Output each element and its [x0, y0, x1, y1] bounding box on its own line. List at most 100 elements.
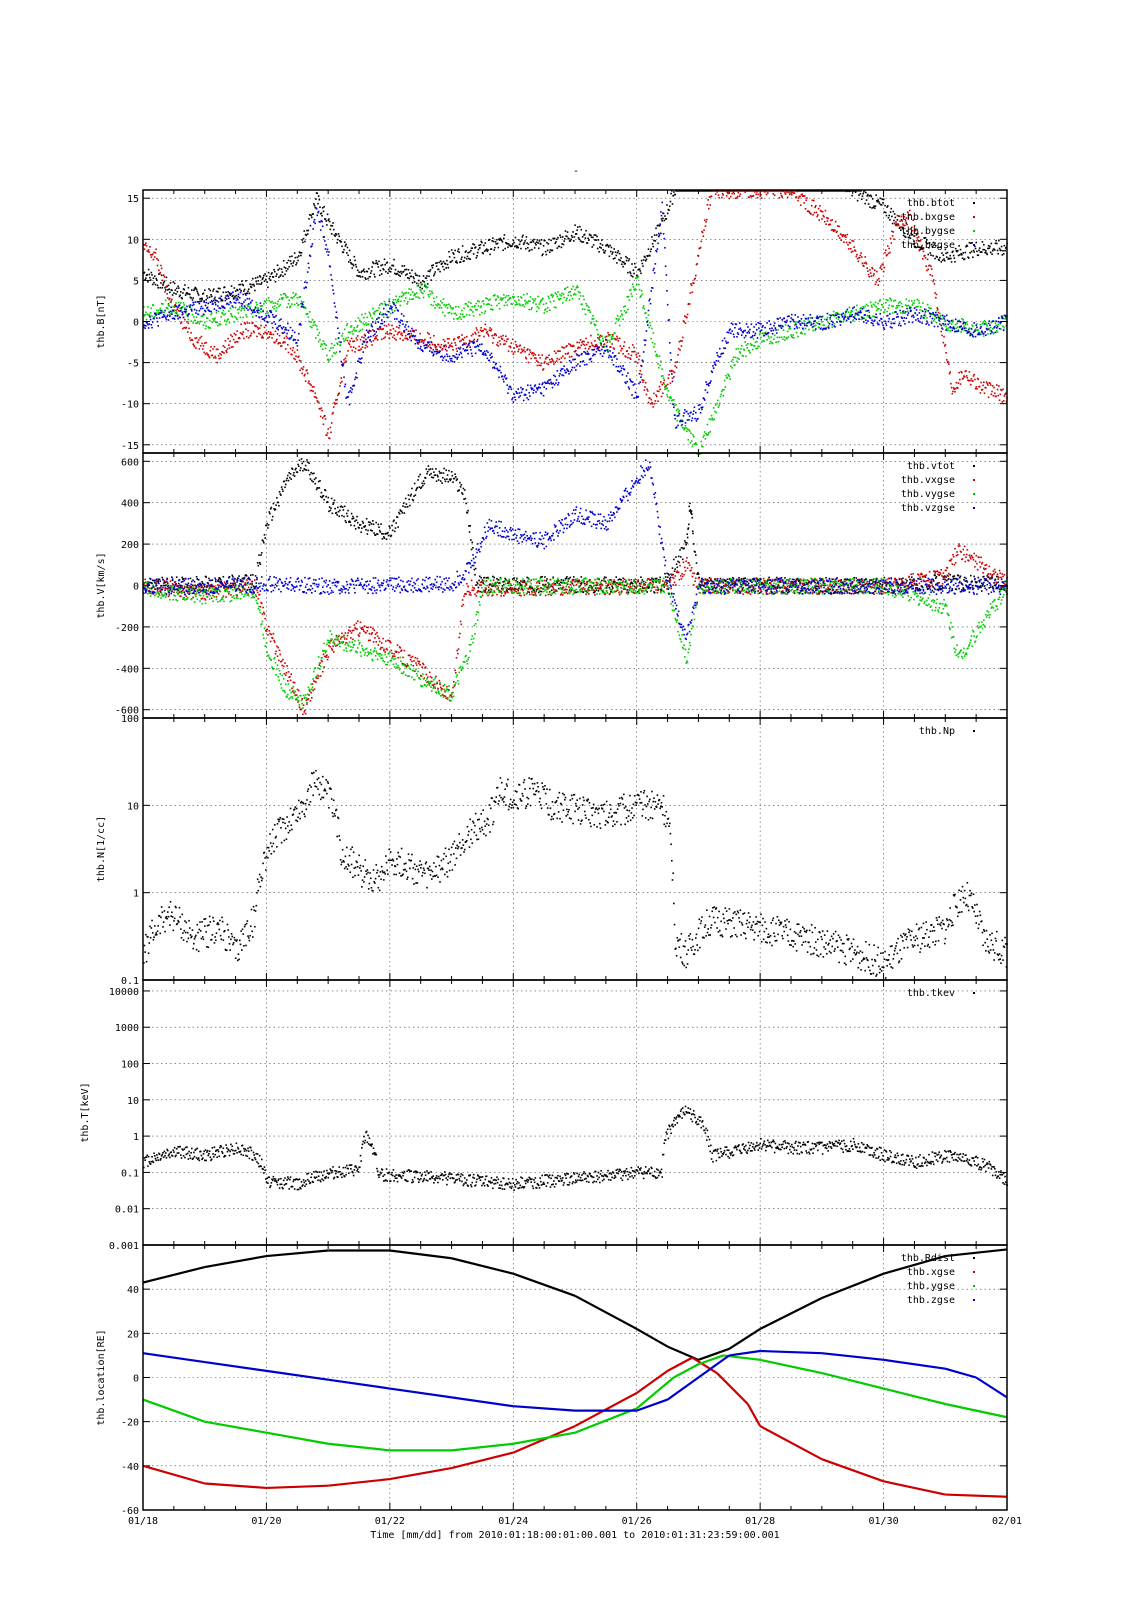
data-point: [888, 214, 890, 217]
data-point: [946, 251, 949, 254]
data-point: [535, 303, 537, 305]
data-point: [307, 229, 310, 232]
data-point: [858, 311, 861, 314]
data-point: [194, 301, 197, 303]
data-point: [285, 296, 288, 299]
data-point: [599, 349, 601, 352]
data-point: [468, 314, 471, 316]
data-point: [215, 348, 218, 351]
data-point: [852, 316, 855, 318]
data-point: [882, 270, 885, 273]
data-point: [466, 345, 469, 348]
data-point: [536, 388, 539, 391]
data-point: [749, 342, 752, 345]
data-point: [692, 282, 695, 285]
data-point: [182, 302, 185, 304]
data-point: [232, 338, 235, 341]
data-point: [756, 337, 759, 339]
data-point: [243, 288, 246, 291]
data-point: [408, 277, 410, 280]
data-point: [204, 304, 207, 307]
data-point: [433, 334, 435, 337]
data-point: [895, 224, 898, 227]
data-point: [590, 357, 592, 360]
data-point: [276, 338, 278, 341]
data-point: [376, 327, 379, 330]
data-point: [582, 343, 585, 346]
data-point: [646, 388, 648, 391]
data-point: [182, 316, 185, 319]
data-point: [904, 224, 906, 227]
data-point: [625, 355, 627, 358]
data-point: [607, 246, 610, 248]
data-point: [853, 306, 855, 308]
data-point: [867, 316, 870, 318]
data-point: [169, 315, 171, 318]
data-point: [673, 371, 676, 374]
data-point: [311, 318, 314, 321]
data-point: [517, 246, 519, 249]
data-point: [756, 196, 759, 199]
data-point: [535, 391, 537, 393]
data-point: [417, 341, 420, 344]
data-point: [216, 321, 218, 324]
data-point: [202, 292, 205, 295]
data-point: [1003, 395, 1006, 397]
data-point: [736, 195, 739, 198]
data-point: [753, 345, 756, 347]
data-point: [244, 306, 247, 309]
data-point: [924, 237, 927, 239]
data-point: [427, 345, 430, 347]
data-point: [503, 343, 505, 346]
data-point: [564, 287, 567, 290]
data-point: [626, 295, 629, 298]
data-point: [604, 336, 607, 338]
data-point: [616, 337, 619, 340]
data-point: [597, 333, 600, 336]
data-point: [531, 387, 534, 390]
data-point: [662, 392, 664, 395]
data-point: [799, 204, 802, 207]
data-point: [626, 257, 629, 259]
data-point: [618, 324, 621, 327]
data-point: [843, 316, 846, 319]
data-point: [952, 250, 954, 253]
data-point: [713, 361, 716, 364]
data-point: [149, 311, 152, 314]
data-point: [461, 338, 464, 340]
data-point: [872, 206, 875, 209]
data-point: [849, 321, 852, 324]
data-point: [206, 317, 209, 319]
data-point: [568, 238, 570, 240]
data-point: [411, 291, 414, 293]
data-point: [661, 383, 663, 386]
data-point: [212, 348, 214, 350]
data-point: [892, 231, 895, 233]
data-point: [980, 251, 983, 253]
data-point: [500, 335, 502, 338]
data-point: [242, 316, 245, 319]
data-point: [925, 265, 927, 267]
data-point: [786, 319, 788, 322]
data-point: [179, 294, 181, 297]
data-point: [173, 292, 175, 294]
data-point: [365, 344, 367, 347]
data-point: [170, 306, 173, 309]
data-point: [402, 270, 405, 273]
data-point: [411, 334, 413, 337]
data-point: [974, 247, 977, 250]
data-point: [591, 246, 594, 248]
data-point: [686, 419, 689, 421]
data-point: [381, 322, 384, 325]
data-point: [463, 307, 465, 310]
data-point: [581, 236, 584, 238]
data-point: [762, 340, 764, 342]
data-point: [383, 316, 385, 318]
data-point: [279, 342, 282, 344]
data-point: [585, 343, 588, 346]
data-point: [347, 350, 349, 352]
data-point: [535, 360, 538, 362]
data-point: [820, 318, 823, 321]
data-point: [505, 301, 507, 304]
data-point: [310, 214, 312, 217]
